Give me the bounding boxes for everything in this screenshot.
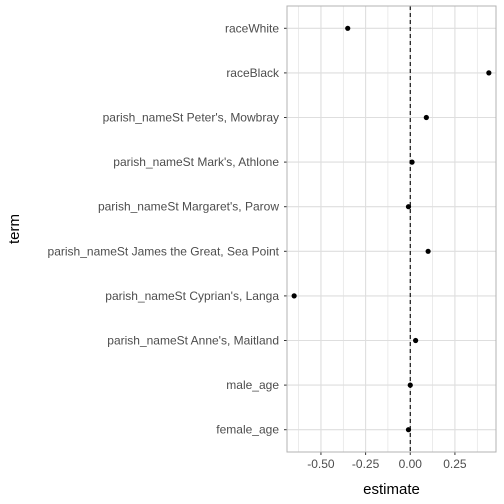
data-point (423, 114, 429, 121)
y-tick-label: parish_nameSt Cyprian's, Langa (105, 289, 279, 303)
y-tick-label: male_age (226, 378, 279, 392)
x-tick-labels: -0.50 -0.25 0.00 0.25 (307, 452, 467, 471)
y-tick-label: female_age (216, 423, 279, 437)
data-points (291, 25, 492, 433)
data-point (425, 248, 431, 254)
y-tick-label: parish_nameSt James the Great, Sea Point (48, 244, 280, 258)
panel-border (286, 5, 497, 453)
y-tick-label: raceBlack (226, 66, 280, 80)
y-tick-label: parish_nameSt Mark's, Athlone (113, 155, 279, 169)
data-point (413, 337, 419, 344)
x-axis-title: estimate (363, 481, 420, 498)
x-tick-label: -0.50 (307, 457, 335, 471)
y-tick-label: parish_nameSt Peter's, Mowbray (103, 111, 279, 125)
data-point (486, 70, 492, 76)
y-axis-title: term (6, 214, 23, 244)
x-tick-label: -0.25 (352, 457, 380, 471)
x-tick-label: 0.25 (443, 457, 467, 471)
x-tick-label: 0.00 (399, 457, 423, 471)
data-point (407, 382, 413, 388)
y-tick-label: parish_nameSt Anne's, Maitland (107, 334, 279, 348)
data-point (409, 159, 415, 165)
data-point (345, 25, 351, 31)
y-tick-label: raceWhite (225, 21, 279, 35)
data-point (405, 204, 412, 210)
y-tick-labels: raceWhite raceBlack parish_nameSt Peter's,… (48, 21, 287, 437)
data-point (405, 427, 412, 433)
y-tick-label: parish_nameSt Margaret's, Parow (98, 200, 279, 214)
grid-lines (287, 6, 496, 452)
data-point (291, 293, 297, 299)
